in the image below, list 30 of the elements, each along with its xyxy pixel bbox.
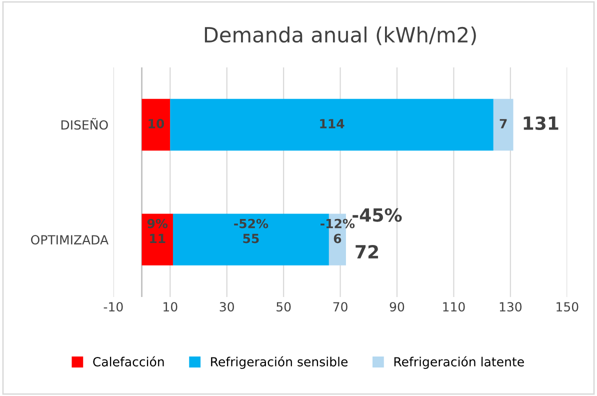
annotation: 9% bbox=[147, 218, 168, 228]
data-label: 11 bbox=[150, 234, 166, 244]
y-tick-label: DISEÑO bbox=[61, 118, 108, 130]
bar bbox=[493, 98, 514, 151]
bar bbox=[142, 98, 170, 151]
total-label: 131 bbox=[524, 116, 558, 130]
total-label: 72 bbox=[356, 244, 378, 258]
data-label: 10 bbox=[148, 118, 164, 128]
annotation: -45% bbox=[352, 208, 402, 222]
chart-title: Demanda anual (kWh/m2) bbox=[204, 26, 476, 46]
x-tick-label: 150 bbox=[556, 302, 578, 312]
annotation: -52% bbox=[234, 218, 268, 228]
x-tick-label: 90 bbox=[390, 302, 404, 312]
x-tick-label: 30 bbox=[220, 302, 234, 312]
data-label: 114 bbox=[320, 119, 344, 128]
x-tick-label: -10 bbox=[104, 302, 123, 312]
bar bbox=[170, 98, 494, 151]
legend-label: Calefacción bbox=[93, 356, 164, 366]
data-label: 7 bbox=[500, 119, 507, 128]
y-tick-label: OPTIMIZADA bbox=[31, 235, 108, 245]
x-tick-label: 70 bbox=[333, 302, 348, 312]
data-label: 55 bbox=[243, 234, 259, 244]
legend-label: Refrigeración latente bbox=[394, 356, 524, 369]
x-tick-label: 130 bbox=[500, 302, 522, 312]
x-tick-label: 110 bbox=[443, 302, 465, 312]
x-tick-label: 10 bbox=[164, 302, 178, 312]
bar bbox=[142, 214, 173, 266]
legend-label: Refrigeración sensible bbox=[211, 356, 348, 369]
x-tick-label: 50 bbox=[276, 302, 291, 312]
data-label: 6 bbox=[334, 234, 342, 244]
